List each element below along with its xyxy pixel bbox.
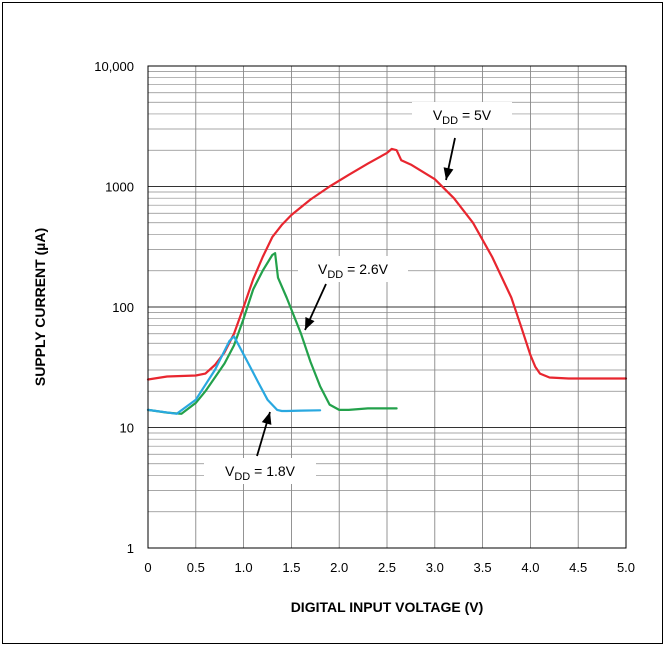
series-layer [146, 147, 628, 415]
series-line-1-8v [146, 335, 322, 415]
x-tick-label: 2.5 [378, 560, 396, 575]
x-tick-label: 1.0 [235, 560, 253, 575]
y-axis-title: SUPPLY CURRENT (µA) [32, 228, 48, 386]
x-tick-label: 1.5 [282, 560, 300, 575]
annotations: VDD = 5V VDD = 2.6V VDD = 1.8V [204, 102, 512, 484]
x-tick-label: 3.5 [474, 560, 492, 575]
annotation-2-6v: VDD = 2.6V [298, 256, 408, 331]
annotation-box [412, 102, 512, 128]
annotation-box [298, 256, 408, 282]
x-tick-label: 4.0 [521, 560, 539, 575]
plot-frame [147, 65, 627, 549]
annotation-label: VDD = 1.8V [225, 463, 296, 483]
x-tick-label: 3.0 [426, 560, 444, 575]
y-tick-label: 10,000 [94, 59, 134, 74]
series-line-2-6v [146, 252, 398, 415]
x-tick-label: 5.0 [617, 560, 635, 575]
y-tick-label: 10 [120, 421, 134, 436]
arrowhead-icon [443, 167, 454, 180]
annotation-label: VDD = 2.6V [318, 261, 389, 281]
x-tick-label: 0.5 [187, 560, 205, 575]
x-tick-label: 4.5 [569, 560, 587, 575]
annotation-1-8v: VDD = 1.8V [204, 411, 316, 484]
arrowhead-icon [261, 412, 272, 425]
y-tick-label: 1000 [105, 180, 134, 195]
arrowhead-icon [305, 317, 315, 330]
y-tick-label: 1 [127, 541, 134, 556]
y-tick-label: 100 [112, 300, 134, 315]
annotation-label: VDD = 5V [433, 107, 492, 127]
x-axis-title: DIGITAL INPUT VOLTAGE (V) [291, 599, 484, 615]
annotation-5v: VDD = 5V [412, 102, 512, 181]
x-tick-label: 0 [144, 560, 151, 575]
x-tick-label: 2.0 [330, 560, 348, 575]
annotation-box [204, 458, 316, 484]
tick-labels: 0 0.5 1.0 1.5 2.0 2.5 3.0 3.5 4.0 4.5 5.0 1 10 100 100… [94, 59, 635, 575]
